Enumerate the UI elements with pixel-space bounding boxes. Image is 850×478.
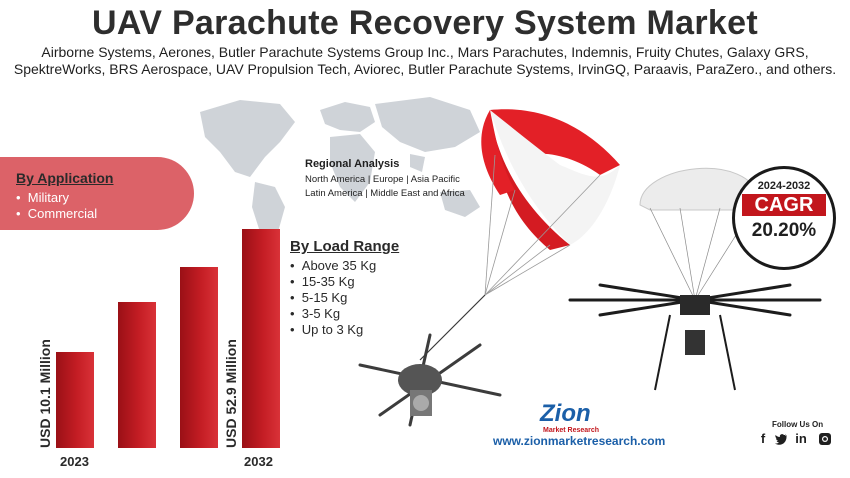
regional-line-2: Latin America | Middle East and Africa bbox=[305, 188, 465, 199]
growth-bar-2023 bbox=[56, 352, 94, 448]
load-range-item-label: 5-15 Kg bbox=[301, 290, 348, 305]
load-range-item: • Up to 3 Kg bbox=[290, 322, 364, 337]
application-item-label: Commercial bbox=[27, 206, 98, 221]
white-parachute-drone-illustration bbox=[568, 167, 822, 391]
load-range-item: • Above 35 Kg bbox=[290, 258, 377, 273]
cagr-label: CAGR bbox=[742, 194, 826, 216]
end-year-label: 2032 bbox=[244, 454, 273, 469]
load-range-item: • 5-15 Kg bbox=[290, 290, 348, 305]
cagr-value: 20.20% bbox=[751, 220, 817, 241]
load-range-item-label: Above 35 Kg bbox=[301, 258, 377, 273]
growth-bar-2032 bbox=[242, 229, 280, 448]
load-range-item-label: Up to 3 Kg bbox=[301, 322, 364, 337]
company-list: Airborne Systems, Aerones, Butler Parach… bbox=[10, 44, 840, 78]
website-link[interactable]: www.zionmarketresearch.com bbox=[493, 434, 666, 448]
regional-line-1: North America | Europe | Asia Pacific bbox=[305, 174, 460, 185]
application-item: • Commercial bbox=[16, 206, 98, 221]
load-range-item-label: 15-35 Kg bbox=[301, 274, 355, 289]
cagr-badge bbox=[732, 166, 836, 270]
load-range-item: • 3-5 Kg bbox=[290, 306, 341, 321]
twitter-icon[interactable] bbox=[774, 432, 788, 446]
page-title: UAV Parachute Recovery System Market bbox=[92, 4, 758, 42]
cagr-period: 2024-2032 bbox=[757, 180, 811, 192]
load-range-title: By Load Range bbox=[290, 238, 400, 255]
zion-logo-subtext: Market Research bbox=[543, 427, 600, 434]
instagram-glyph bbox=[819, 433, 831, 445]
growth-bar-2 bbox=[118, 302, 156, 448]
follow-us-label: Follow Us On bbox=[772, 420, 824, 429]
red-parachute-drone-illustration bbox=[358, 109, 620, 427]
load-range-item-label: 3-5 Kg bbox=[301, 306, 341, 321]
market-size-start-label: USD 10.1 Million bbox=[37, 339, 53, 448]
application-title: By Application bbox=[16, 170, 114, 186]
company-list-line-2: SpektreWorks, BRS Aerospace, UAV Propuls… bbox=[13, 61, 837, 77]
market-size-end-label: USD 52.9 Million bbox=[223, 339, 239, 448]
application-item-label: Military bbox=[27, 190, 69, 205]
application-item: • Military bbox=[16, 190, 69, 205]
zion-logo[interactable]: Zion bbox=[540, 400, 591, 427]
start-year-label: 2023 bbox=[60, 454, 89, 469]
load-range-item: • 15-35 Kg bbox=[290, 274, 355, 289]
instagram-icon[interactable] bbox=[818, 432, 832, 446]
regional-analysis-title: Regional Analysis bbox=[305, 158, 400, 170]
growth-bar-3 bbox=[180, 267, 218, 448]
linkedin-icon[interactable]: in bbox=[795, 431, 807, 446]
facebook-icon[interactable]: f bbox=[760, 431, 766, 446]
company-list-line-1: Airborne Systems, Aerones, Butler Parach… bbox=[41, 44, 809, 60]
twitter-bird-glyph bbox=[775, 434, 787, 445]
application-panel bbox=[0, 157, 194, 230]
